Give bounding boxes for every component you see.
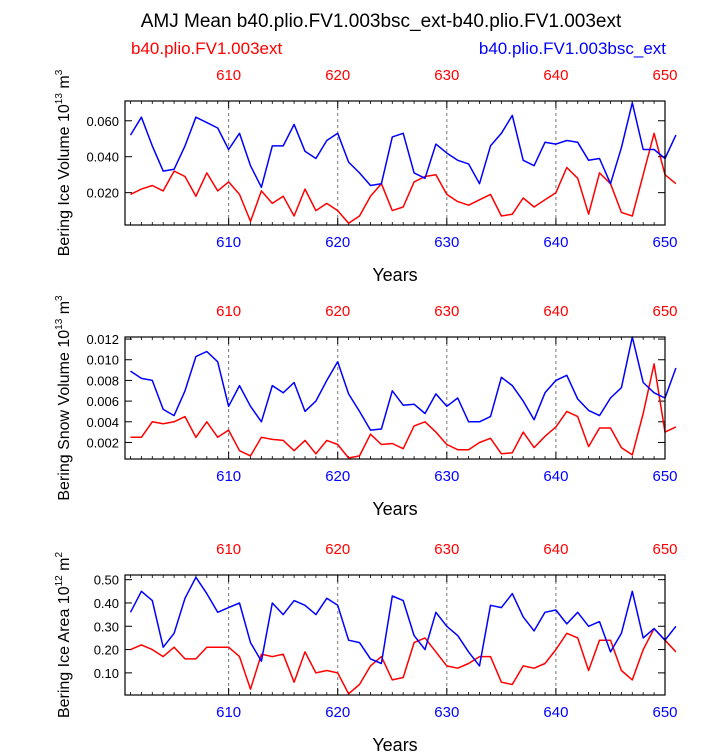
- x-tick-label: 610: [216, 468, 241, 485]
- x-top-tick-label: 640: [543, 541, 568, 558]
- series-line-bsc-ext: [129, 576, 677, 667]
- figure-title: AMJ Mean b40.plio.FV1.003bsc_ext-b40.pli…: [141, 11, 622, 32]
- x-top-tick-label: 650: [652, 303, 677, 320]
- plot-frame: [124, 574, 666, 696]
- chart-panels: 610 610 620 620 630 630 640 640 650 650 0.020 0.040…: [54, 67, 678, 755]
- x-tick-label: 620: [325, 704, 350, 721]
- chart-panel-1: 610 610 620 620 630 630 640 640 650 650 0.020 0.040…: [54, 67, 678, 285]
- x-tick-label: 650: [652, 468, 677, 485]
- x-axis-label: Years: [372, 499, 417, 519]
- y-tick-label: 0.40: [94, 596, 119, 611]
- y-axis-label: Bering Snow Volume 1013 m3: [54, 295, 73, 501]
- x-top-tick-label: 650: [652, 541, 677, 558]
- x-tick-label: 620: [325, 234, 350, 251]
- x-top-tick-label: 620: [325, 541, 350, 558]
- x-axis-label: Years: [372, 735, 417, 755]
- x-tick-label: 620: [325, 468, 350, 485]
- y-tick-label: 0.060: [86, 114, 119, 129]
- x-tick-label: 650: [652, 704, 677, 721]
- legend-left-label: b40.plio.FV1.003ext: [131, 39, 282, 58]
- y-tick-label: 0.008: [86, 373, 119, 388]
- x-tick-label: 630: [434, 704, 459, 721]
- x-top-tick-label: 630: [434, 303, 459, 320]
- series-line-bsc-ext: [129, 102, 677, 189]
- y-tick-label: 0.30: [94, 619, 119, 634]
- chart-panel-2: 610 610 620 620 630 630 640 640 650 650 0.002 0.004…: [54, 295, 678, 519]
- y-tick-label: 0.020: [86, 186, 119, 201]
- x-tick-label: 610: [216, 704, 241, 721]
- series-line-bsc-ext: [130, 336, 677, 431]
- y-axis-label: Bering Ice Area 1012 m2: [54, 552, 73, 719]
- x-top-tick-label: 610: [216, 67, 241, 84]
- x-top-tick-label: 640: [543, 303, 568, 320]
- plot-frame: [124, 336, 666, 460]
- series-line-ext: [130, 627, 677, 695]
- y-tick-label: 0.010: [86, 353, 119, 368]
- x-top-tick-label: 620: [325, 67, 350, 84]
- series-line-ext: [130, 132, 677, 224]
- x-tick-label: 640: [543, 704, 568, 721]
- x-tick-label: 640: [543, 234, 568, 251]
- x-tick-label: 630: [434, 468, 459, 485]
- x-tick-label: 630: [434, 234, 459, 251]
- y-tick-label: 0.10: [94, 666, 119, 681]
- legend-right-label: b40.plio.FV1.003bsc_ext: [479, 39, 666, 58]
- y-axis-label: Bering Ice Volume 1013 m3: [54, 69, 73, 256]
- y-tick-label: 0.50: [94, 573, 119, 588]
- y-tick-label: 0.012: [86, 332, 119, 347]
- y-tick-label: 0.040: [86, 150, 119, 165]
- x-tick-label: 640: [543, 468, 568, 485]
- y-tick-label: 0.004: [86, 415, 119, 430]
- x-top-tick-label: 640: [543, 67, 568, 84]
- x-top-tick-label: 630: [434, 67, 459, 84]
- x-top-tick-label: 650: [652, 67, 677, 84]
- plot-frame: [124, 100, 666, 226]
- y-tick-label: 0.002: [86, 435, 119, 450]
- x-top-tick-label: 620: [325, 303, 350, 320]
- y-tick-label: 0.006: [86, 394, 119, 409]
- chart-panel-3: 610 610 620 620 630 630 640 640 650 650 0.10 0.20 0.…: [54, 541, 678, 755]
- x-top-tick-label: 630: [434, 541, 459, 558]
- x-axis-label: Years: [372, 265, 417, 285]
- series-line-ext: [130, 363, 677, 459]
- x-tick-label: 610: [216, 234, 241, 251]
- x-top-tick-label: 610: [216, 303, 241, 320]
- x-top-tick-label: 610: [216, 541, 241, 558]
- x-tick-label: 650: [652, 234, 677, 251]
- y-tick-label: 0.20: [94, 643, 119, 658]
